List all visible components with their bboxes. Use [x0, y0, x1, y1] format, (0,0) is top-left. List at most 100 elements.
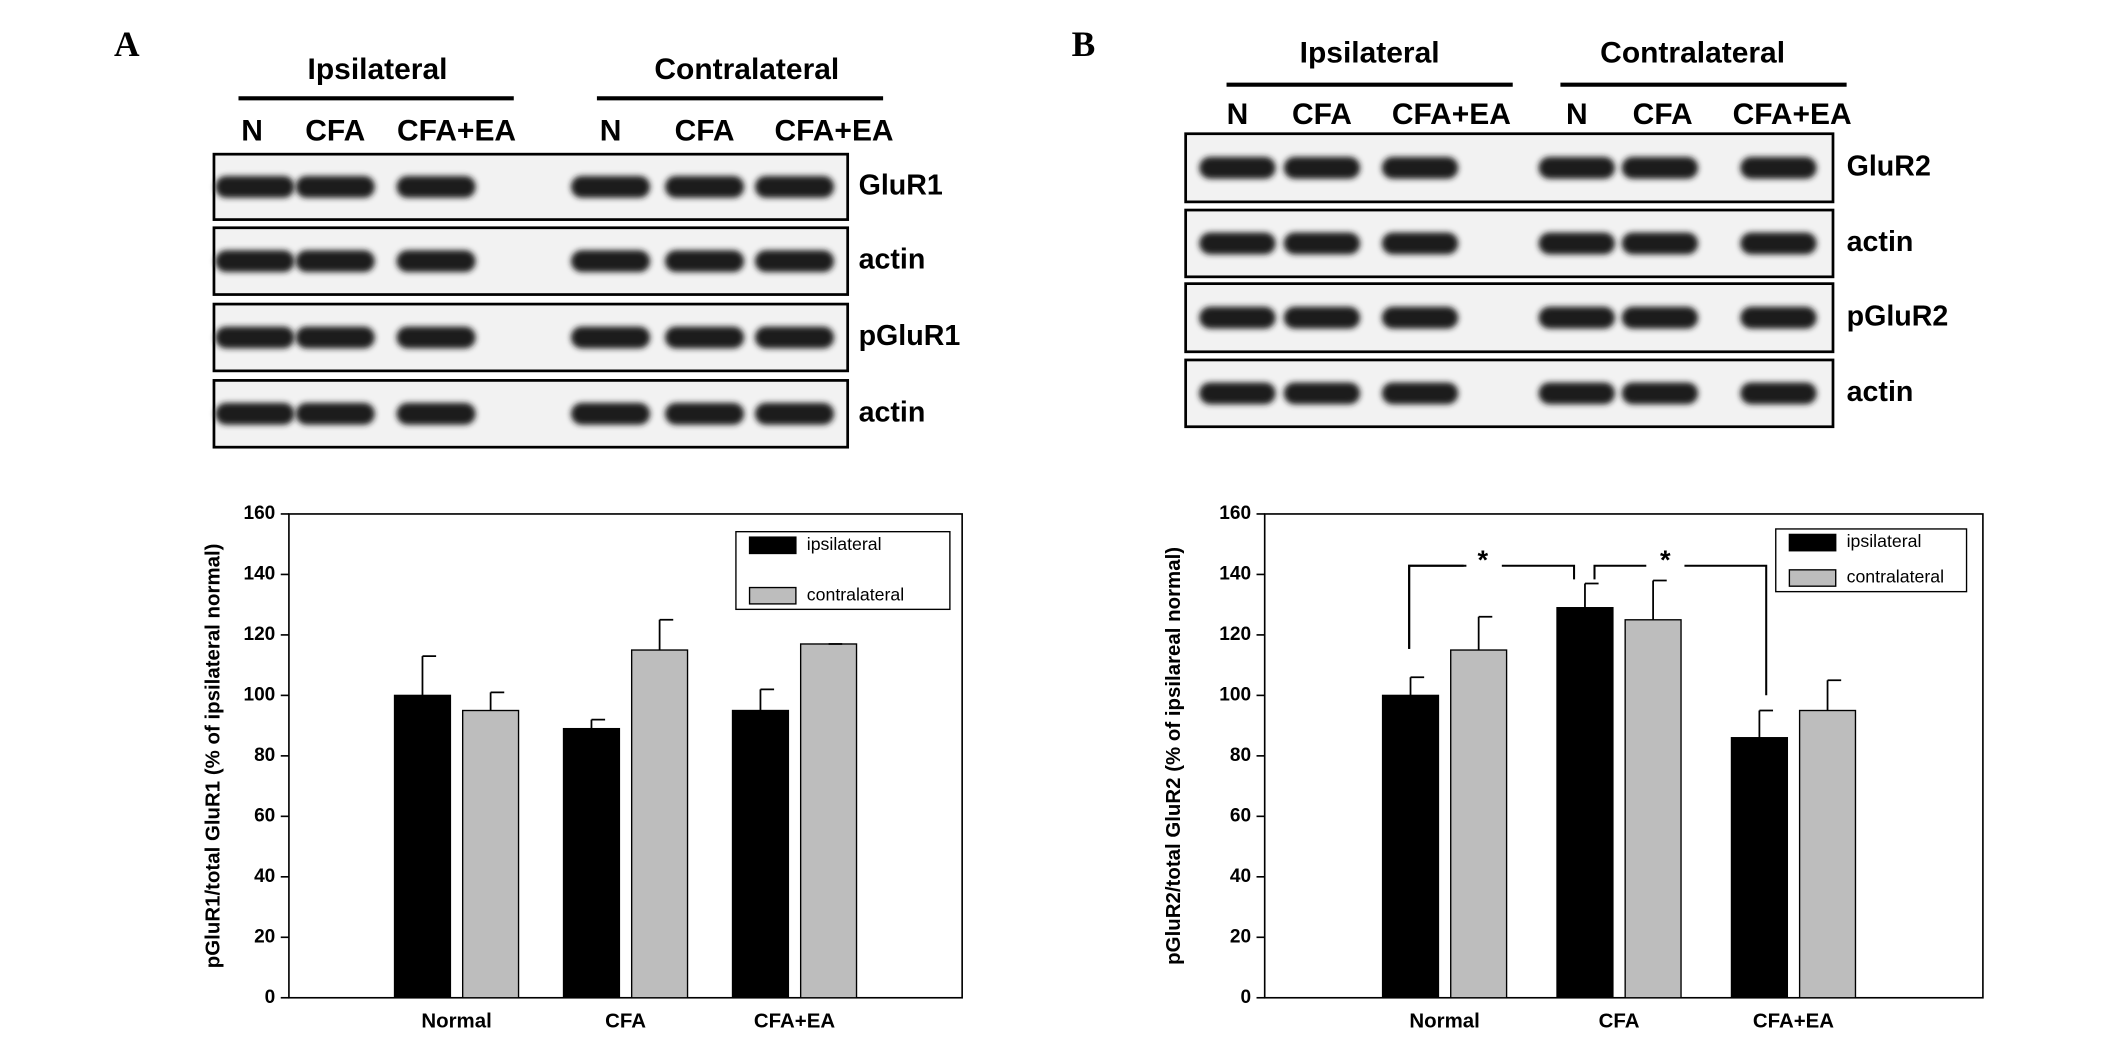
y-tick-label: 0: [265, 987, 276, 1008]
legend-label: ipsilateral: [1847, 531, 1922, 551]
x-tick-label: Normal: [421, 1010, 491, 1033]
blot-band: [755, 326, 835, 349]
blot-band: [1538, 156, 1615, 179]
legend-label: ipsilateral: [807, 534, 882, 554]
blot-band: [1621, 156, 1699, 179]
blot-band: [1283, 382, 1361, 405]
error-bar: [1652, 579, 1667, 620]
blot-band: [1381, 156, 1459, 179]
lane-label: N: [1566, 98, 1588, 131]
legend-label: contralateral: [1847, 567, 1944, 587]
blot-band: [571, 402, 651, 425]
significance-star: *: [1477, 544, 1488, 575]
lane-label: CFA+EA: [397, 114, 516, 147]
blot-band: [1381, 232, 1459, 255]
blot-band: [396, 326, 476, 349]
panel-letter: B: [1072, 24, 1096, 64]
blot-band: [755, 250, 835, 273]
error-bar: [590, 718, 606, 729]
blot-band: [1199, 232, 1276, 255]
blot-band: [665, 175, 745, 198]
bar: [1624, 619, 1682, 999]
blot-label: actin: [859, 244, 926, 276]
blot-band: [1381, 306, 1459, 329]
blot-label: pGluR1: [859, 320, 961, 352]
blot-band: [1381, 382, 1459, 405]
y-tick-label: 160: [243, 503, 275, 524]
blot-band: [1283, 232, 1361, 255]
error-bar: [489, 691, 505, 711]
y-axis-label: pGluR2/total GluR2 (% of ipsilareal norm…: [1162, 547, 1185, 965]
blot-band: [295, 175, 375, 198]
lane-label: N: [1227, 98, 1249, 131]
y-tick-label: 80: [1230, 745, 1251, 766]
sig-bracket: [1684, 564, 1768, 696]
x-tick-label: CFA: [1599, 1010, 1640, 1033]
y-tick-label: 20: [254, 926, 275, 947]
blot-band: [1199, 382, 1276, 405]
error-bar: [759, 688, 775, 711]
y-tick-label: 120: [1219, 624, 1251, 645]
bar: [630, 649, 689, 999]
legend-swatch: [1788, 533, 1837, 552]
sig-bracket: [1408, 564, 1464, 649]
y-tick-label: 160: [1219, 503, 1251, 524]
y-tick-label: 40: [1230, 866, 1251, 887]
group-header: Ipsilateral: [308, 53, 448, 86]
blot-label: actin: [1847, 376, 1914, 408]
bar: [1556, 607, 1614, 999]
blot-label: GluR2: [1847, 150, 1931, 182]
blot-band: [665, 326, 745, 349]
blot-band: [1621, 232, 1699, 255]
legend-swatch: [748, 536, 797, 555]
bar: [799, 643, 858, 999]
bar: [393, 694, 452, 999]
blot-band: [571, 175, 651, 198]
blot-frame: [1184, 282, 1835, 354]
bar: [1450, 649, 1508, 999]
bar: [562, 727, 621, 999]
significance-star: *: [1660, 544, 1671, 575]
lane-label: CFA+EA: [775, 114, 894, 147]
x-tick-label: CFA+EA: [754, 1010, 835, 1033]
y-tick-label: 20: [1230, 926, 1251, 947]
sig-bracket: [1408, 564, 1467, 649]
y-tick-label: 140: [1219, 563, 1251, 584]
blot-band: [215, 402, 295, 425]
blot-band: [295, 250, 375, 273]
group-header: Ipsilateral: [1300, 37, 1440, 70]
legend-label: contralateral: [807, 584, 904, 604]
lane-label: CFA: [1633, 98, 1693, 131]
lane-label: N: [241, 114, 263, 147]
x-tick-label: Normal: [1409, 1010, 1479, 1033]
blot-band: [1199, 156, 1276, 179]
error-bar: [1477, 615, 1493, 651]
lane-label: CFA: [305, 114, 365, 147]
blot-band: [1538, 232, 1615, 255]
blot-band: [755, 402, 835, 425]
y-tick-label: 60: [254, 805, 275, 826]
y-tick-label: 100: [243, 684, 275, 705]
bar: [731, 709, 790, 999]
error-bar: [1409, 676, 1425, 696]
blot-band: [1283, 306, 1361, 329]
group-header: Contralateral: [1600, 37, 1785, 70]
blot-frame: [1184, 132, 1835, 204]
y-tick-label: 120: [243, 624, 275, 645]
group-header: Contralateral: [654, 53, 839, 86]
y-tick-label: 140: [243, 563, 275, 584]
lane-label: CFA+EA: [1733, 98, 1852, 131]
lane-label: CFA: [675, 114, 735, 147]
y-tick-label: 40: [254, 866, 275, 887]
error-bar: [658, 618, 674, 651]
sig-bracket: [1593, 564, 1647, 580]
blot-band: [665, 250, 745, 273]
blot-band: [1621, 382, 1699, 405]
error-bar: [1826, 679, 1842, 711]
blot-band: [396, 175, 476, 198]
blot-band: [571, 250, 651, 273]
blot-band: [215, 250, 295, 273]
blot-label: GluR1: [859, 169, 943, 201]
blot-band: [1538, 382, 1615, 405]
